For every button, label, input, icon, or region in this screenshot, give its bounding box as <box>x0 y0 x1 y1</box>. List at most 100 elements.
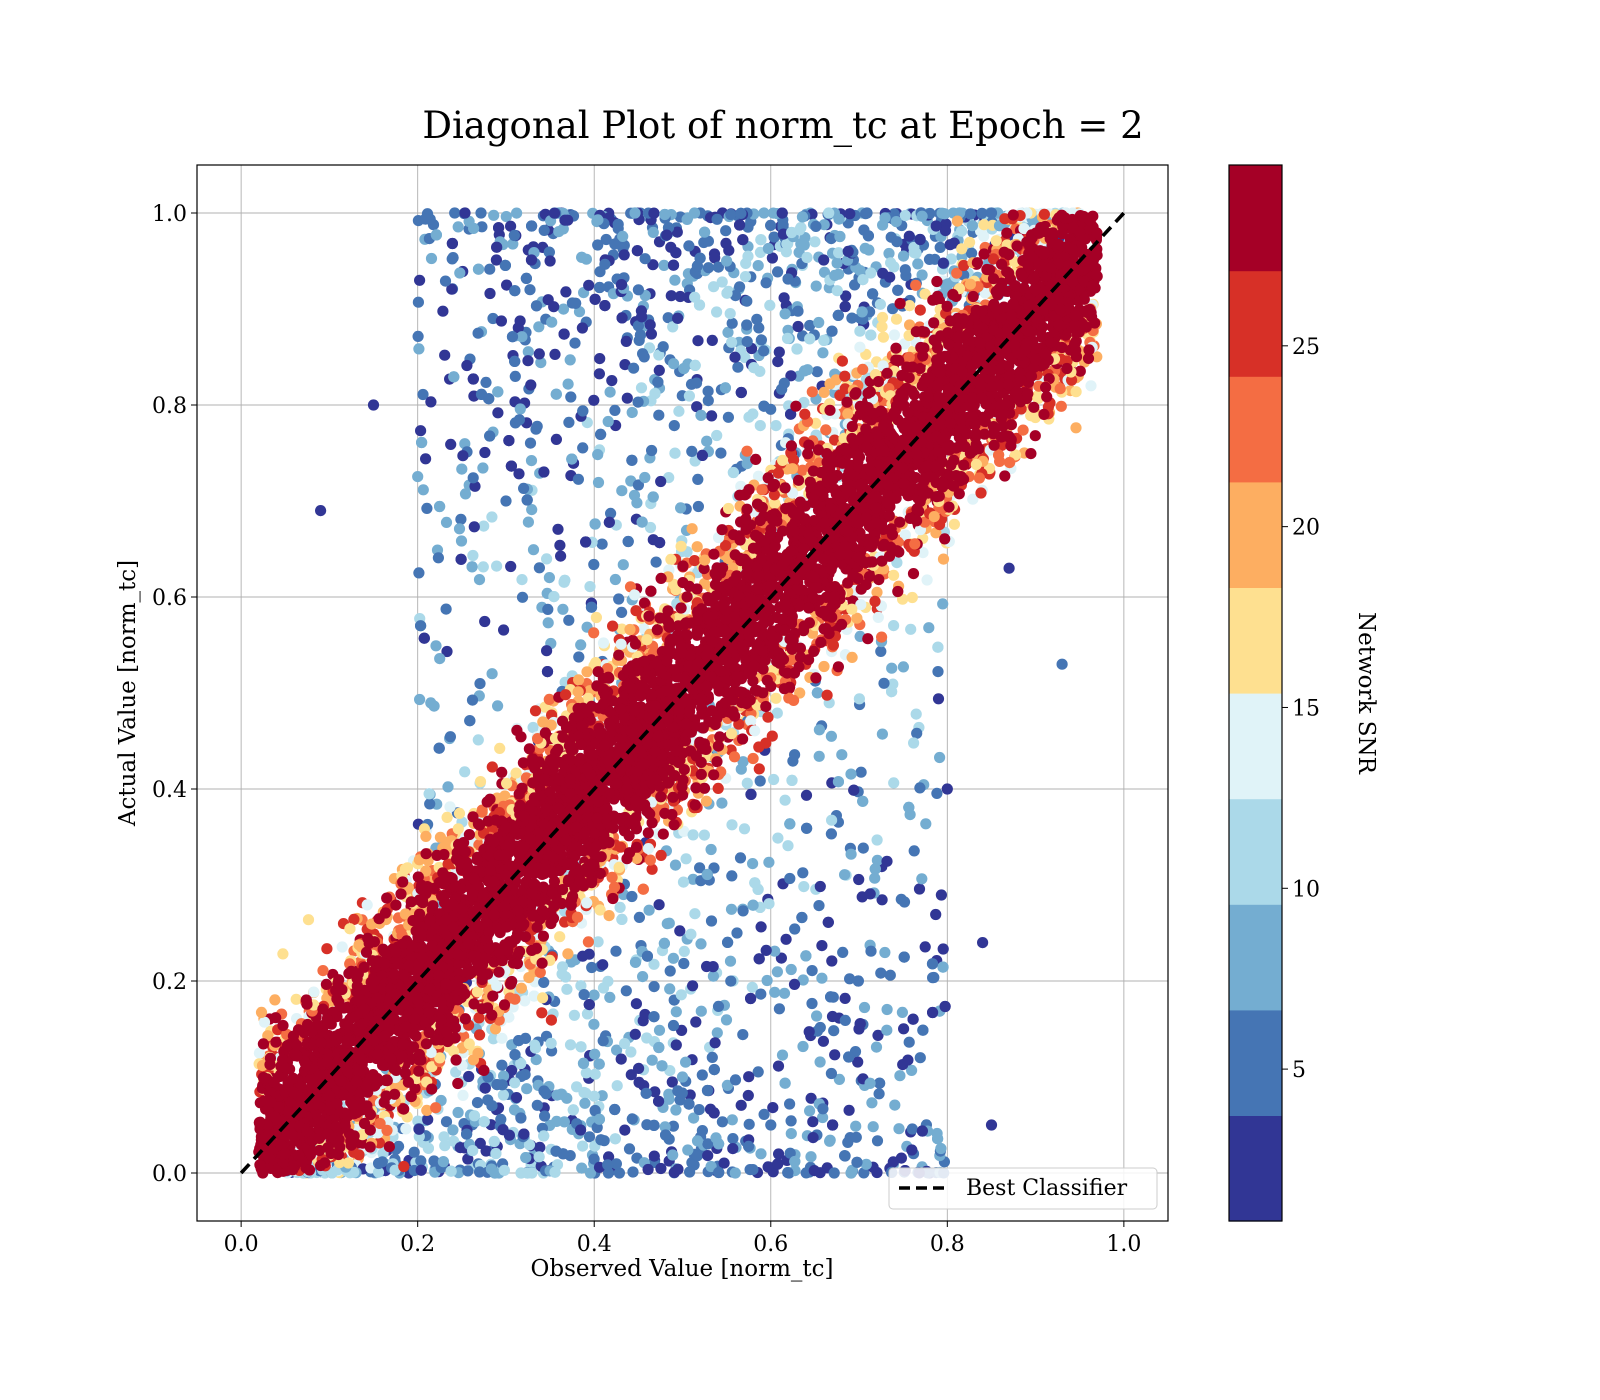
scatter-point <box>486 761 498 773</box>
scatter-point <box>643 904 655 916</box>
scatter-point <box>844 208 856 220</box>
scatter-point <box>548 301 560 313</box>
scatter-point <box>492 386 504 398</box>
scatter-point <box>779 794 791 806</box>
scatter-point <box>785 1115 797 1127</box>
scatter-point <box>801 251 813 264</box>
scatter-point <box>613 593 625 605</box>
scatter-point <box>935 1142 947 1155</box>
scatter-point <box>878 677 890 689</box>
scatter-point <box>626 406 638 419</box>
scatter-point <box>780 933 792 945</box>
scatter-point <box>478 1116 490 1128</box>
scatter-point <box>595 1134 607 1146</box>
scatter-point <box>678 945 690 958</box>
scatter-point <box>508 229 520 241</box>
scatter-point <box>573 651 585 663</box>
scatter-point <box>773 1003 786 1015</box>
scatter-point <box>753 322 765 334</box>
scatter-point <box>474 776 487 788</box>
scatter-point <box>498 1164 510 1176</box>
scatter-point <box>618 249 630 261</box>
scatter-point <box>667 259 680 271</box>
scatter-point <box>577 1140 589 1152</box>
scatter-point <box>729 1074 742 1086</box>
scatter-point <box>530 423 542 435</box>
scatter-point <box>646 1054 658 1066</box>
scatter-point <box>876 728 889 740</box>
scatter-point <box>420 830 432 843</box>
scatter-point <box>843 1051 855 1063</box>
scatter-point <box>432 552 444 564</box>
scatter-point <box>616 312 628 324</box>
scatter-point <box>886 662 898 674</box>
scatter-point <box>503 435 515 447</box>
scatter-point <box>935 889 948 901</box>
scatter-point <box>592 239 604 251</box>
scatter-point <box>674 290 686 303</box>
scatter-point <box>866 1097 878 1109</box>
scatter-point <box>626 890 638 903</box>
scatter-point <box>607 620 619 632</box>
scatter-point <box>492 407 504 419</box>
scatter-point <box>930 908 942 921</box>
scatter-point <box>726 336 738 348</box>
scatter-point <box>611 1044 623 1056</box>
scatter-point <box>614 901 626 914</box>
scatter-point <box>570 297 582 309</box>
scatter-point <box>726 1114 738 1126</box>
scatter-point <box>593 368 606 380</box>
scatter-point <box>575 1124 587 1136</box>
scatter-point <box>701 435 713 447</box>
scatter-point <box>589 1048 601 1060</box>
scatter-point <box>617 559 629 571</box>
scatter-point <box>648 1011 660 1023</box>
scatter-point <box>712 1000 725 1013</box>
scatter-point <box>848 784 860 796</box>
scatter-point <box>491 241 503 253</box>
scatter-point <box>692 473 704 485</box>
scatter-point <box>826 955 838 967</box>
scatter-point <box>634 329 647 341</box>
scatter-point <box>466 694 479 706</box>
scatter-point <box>914 1052 926 1064</box>
scatter-point <box>604 386 616 398</box>
scatter-point <box>722 411 735 423</box>
scatter-point <box>893 1123 905 1135</box>
scatter-point <box>720 225 732 237</box>
scatter-point <box>722 502 735 515</box>
scatter-point <box>577 442 589 454</box>
scatter-point <box>695 409 707 421</box>
scatter-point <box>430 229 442 241</box>
scatter-point <box>1017 424 1029 436</box>
scatter-point <box>611 1080 623 1092</box>
scatter-point <box>760 277 772 289</box>
scatter-point <box>824 1135 836 1147</box>
scatter-point <box>914 782 926 794</box>
scatter-point <box>800 789 813 801</box>
scatter-point <box>772 467 785 479</box>
scatter-point <box>640 1087 652 1099</box>
scatter-point <box>573 306 586 318</box>
scatter-point <box>716 276 728 288</box>
scatter-point <box>801 822 813 834</box>
scatter-point <box>688 555 701 567</box>
scatter-point <box>776 207 788 219</box>
scatter-point <box>908 737 920 749</box>
scatter-point <box>691 1150 703 1162</box>
scatter-point <box>899 264 911 276</box>
scatter-point <box>602 415 614 428</box>
scatter-point <box>447 252 459 264</box>
scatter-point <box>951 215 964 227</box>
scatter-point <box>689 908 701 920</box>
scatter-point <box>775 952 788 964</box>
scatter-point <box>541 666 554 678</box>
scatter-point <box>480 1145 492 1157</box>
scatter-point <box>732 361 744 373</box>
scatter-point <box>449 207 461 219</box>
scatter-point <box>522 355 534 367</box>
scatter-point <box>964 208 977 220</box>
scatter-point <box>875 967 887 979</box>
scatter-point <box>811 1010 823 1022</box>
scatter-point <box>755 334 768 346</box>
